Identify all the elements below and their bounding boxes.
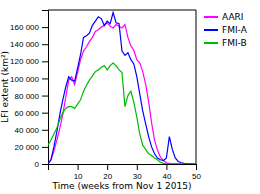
series-line <box>48 63 196 164</box>
y-tick-label: 80 000 <box>15 92 40 101</box>
y-axis: 0 20 000 40 000 60 000 80 000 100 000 120 000 1… <box>10 11 48 170</box>
y-tick: 40 000 <box>15 126 48 135</box>
x-tick: 10 <box>74 164 83 181</box>
legend-item: AARI <box>204 12 243 22</box>
x-tick-label: 10 <box>74 172 83 181</box>
series-line <box>48 23 196 164</box>
x-tick: 30 <box>133 164 142 181</box>
x-tick-mark <box>166 164 167 170</box>
y-tick-mark <box>42 113 48 114</box>
x-tick-mark <box>137 164 138 170</box>
x-tick-label: 20 <box>103 172 112 181</box>
legend-item: FMI-B <box>204 38 247 48</box>
legend-item: FMI-A <box>204 25 248 35</box>
y-tick: 0 <box>35 160 48 169</box>
plot: 10 20 30 40 50 0 20 000 40 000 60 000 80 000 100 0… <box>0 10 248 191</box>
y-tick-mark <box>42 61 48 62</box>
x-tick: 40 <box>162 164 171 181</box>
chart: 10 20 30 40 50 0 20 000 40 000 60 000 80 000 100 0… <box>0 0 260 194</box>
x-tick: 20 <box>103 164 112 181</box>
legend-label: FMI-A <box>222 25 248 35</box>
frame <box>196 10 197 164</box>
y-axis-line <box>42 11 49 165</box>
x-axis-line <box>49 165 197 171</box>
y-tick-label: 20 000 <box>15 143 40 152</box>
y-tick: 60 000 <box>15 109 48 118</box>
x-axis: 10 20 30 40 50 <box>49 164 202 181</box>
y-tick-mark <box>42 78 48 79</box>
y-tick: 120 000 <box>10 57 48 66</box>
x-tick: 50 <box>192 164 201 181</box>
y-tick-label: 140 000 <box>10 40 39 49</box>
y-axis-title: LFI extent (km²) <box>0 51 10 123</box>
x-tick-label: 40 <box>162 172 171 181</box>
y-tick-mark <box>42 130 48 131</box>
y-tick: 160 000 <box>10 23 48 32</box>
y-tick-label: 100 000 <box>10 75 39 84</box>
legend-swatch <box>204 29 218 31</box>
legend: AARI FMI-A FMI-B <box>204 12 248 48</box>
y-tick: 140 000 <box>10 40 48 49</box>
y-tick-label: 40 000 <box>15 126 40 135</box>
legend-label: FMI-B <box>222 38 247 48</box>
y-tick: 20 000 <box>15 143 48 152</box>
x-tick-label: 30 <box>133 172 142 181</box>
legend-swatch <box>204 42 218 44</box>
x-tick-mark <box>196 164 197 170</box>
y-tick-label: 160 000 <box>10 23 39 32</box>
y-tick-label: 120 000 <box>10 57 39 66</box>
x-tick-mark <box>107 164 108 170</box>
y-tick: 100 000 <box>10 75 48 84</box>
y-tick: 80 000 <box>15 92 48 101</box>
lines <box>48 13 196 164</box>
legend-swatch <box>204 16 218 18</box>
y-tick-mark <box>42 27 48 28</box>
y-tick-mark <box>42 164 48 165</box>
series-line <box>48 13 196 164</box>
x-tick-label: 50 <box>192 172 201 181</box>
x-axis-title: Time (weeks from Nov 1 2015) <box>52 181 192 191</box>
frame <box>48 10 196 11</box>
x-tick-mark <box>78 164 79 170</box>
legend-label: AARI <box>222 12 243 22</box>
y-tick-mark <box>42 147 48 148</box>
y-tick-label: 60 000 <box>15 109 40 118</box>
y-tick-label: 0 <box>35 160 40 169</box>
y-tick-mark <box>42 96 48 97</box>
y-tick-mark <box>42 44 48 45</box>
